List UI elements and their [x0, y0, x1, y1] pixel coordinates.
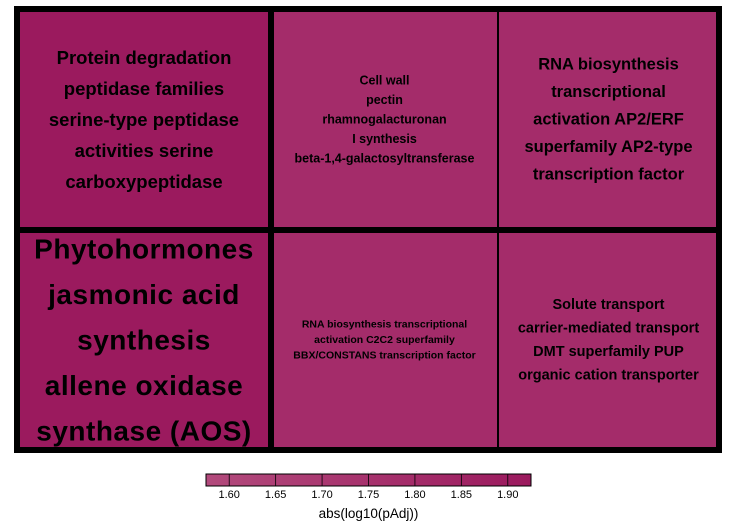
color-legend: 1.60 1.65 1.70 1.75 1.80 1.85 1.90 abs(log10(pA… — [205, 473, 532, 521]
tile-label-line: carrier-mediated transport — [518, 320, 699, 336]
tile-label-line: superfamily AP2-type — [524, 138, 692, 156]
tile-label-line: activation AP2/ERF — [533, 111, 684, 129]
tile-label-line: jasmonic acid — [47, 279, 240, 310]
tile-label-line: allene oxidase — [45, 370, 243, 401]
tiles-group: Protein degradation peptidase families ser… — [16, 8, 720, 451]
tile-rect — [16, 229, 272, 451]
tile-label-line: I synthesis — [352, 132, 417, 146]
treemap-tile: Phytohormones jasmonic acid synthesis allen… — [16, 229, 272, 451]
treemap-tile: Cell wall pectin rhamnogalacturonan I synth… — [270, 8, 499, 231]
tile-label-line: Protein degradation — [57, 47, 232, 68]
legend-title: abs(log10(pAdj)) — [319, 506, 419, 521]
tile-rect — [270, 8, 499, 231]
tile-label-line: DMT superfamily PUP — [533, 344, 684, 360]
tile-rect — [270, 229, 499, 451]
treemap-tile: RNA biosynthesis transcriptional activati… — [270, 229, 499, 451]
tile-rect — [497, 229, 720, 451]
tile-label-line: Cell wall — [359, 74, 409, 88]
legend-tick-label: 1.75 — [358, 489, 379, 501]
tile-label-line: BBX/CONSTANS transcription factor — [293, 350, 475, 362]
tile-label-line: peptidase families — [64, 78, 224, 99]
tile-label-line: Solute transport — [553, 297, 665, 313]
tile-label-line: carboxypeptidase — [65, 171, 222, 192]
tile-label-line: synthesis — [77, 325, 211, 356]
tile-label-line: RNA biosynthesis — [538, 56, 679, 74]
legend-tick-label: 1.80 — [404, 489, 425, 501]
tile-label-line: activation C2C2 superfamily — [314, 334, 455, 346]
tile-label-line: pectin — [366, 93, 403, 107]
legend-tick-label: 1.70 — [311, 489, 332, 501]
legend-tick-label: 1.60 — [219, 489, 240, 501]
tile-label-line: organic cation transporter — [518, 367, 699, 383]
tile-borders — [14, 6, 722, 453]
tile-label-line: rhamnogalacturonan — [322, 113, 446, 127]
tile-label-line: synthase (AOS) — [36, 416, 252, 447]
treemap-tile: Solute transport carrier-mediated transpo… — [497, 229, 720, 451]
tile-label-line: Phytohormones — [34, 234, 254, 265]
treemap-tile: Protein degradation peptidase families ser… — [16, 8, 272, 231]
tile-label-line: RNA biosynthesis transcriptional — [302, 319, 467, 331]
legend-tick-label: 1.85 — [451, 489, 472, 501]
legend-tick-label: 1.90 — [497, 489, 518, 501]
tile-label-line: beta-1,4-galactosyltransferase — [295, 152, 475, 166]
legend-tick-label: 1.65 — [265, 489, 286, 501]
treemap-tile: RNA biosynthesis transcriptional activatio… — [497, 8, 720, 231]
tile-rect — [16, 8, 272, 231]
tile-label-line: activities serine — [75, 140, 214, 161]
tile-label-line: transcription factor — [533, 166, 685, 184]
tile-label-line: serine-type peptidase — [49, 109, 239, 130]
tile-label-line: transcriptional — [551, 83, 666, 101]
